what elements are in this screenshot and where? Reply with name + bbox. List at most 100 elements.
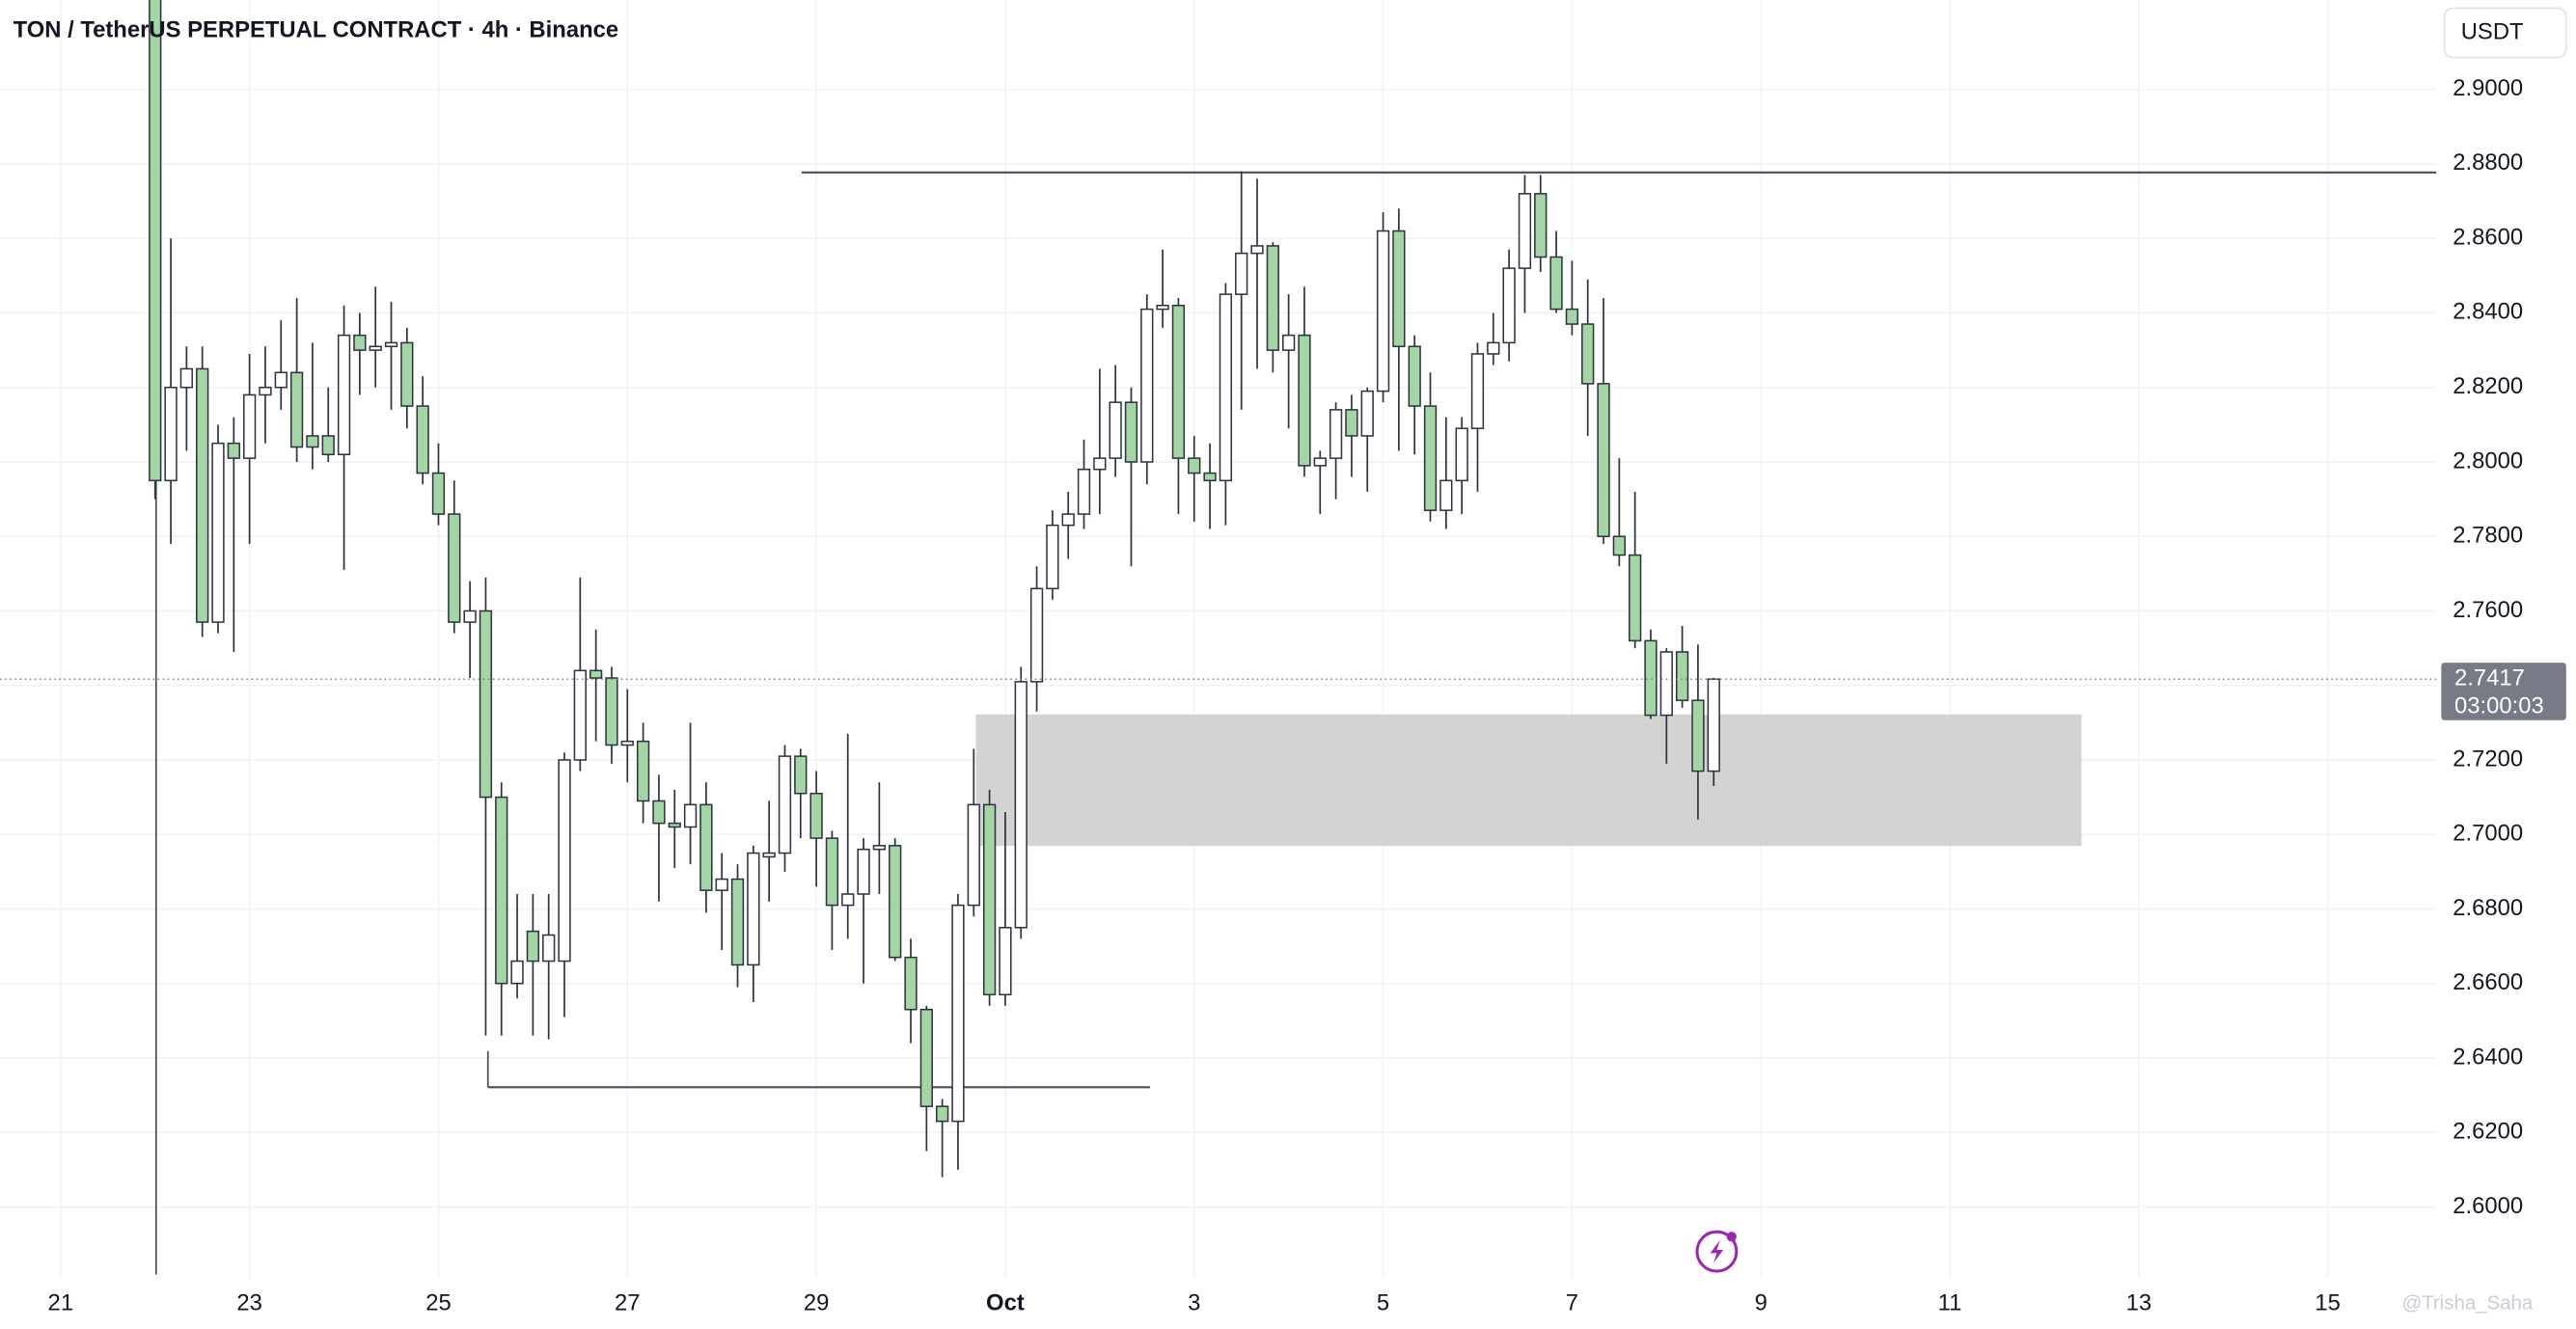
candle-body (668, 822, 681, 828)
candle-body (1691, 699, 1705, 773)
icon-bolt[interactable] (1710, 1239, 1724, 1263)
x-tick-label: 3 (1188, 1289, 1200, 1315)
candle-body (448, 513, 461, 623)
candle-body (1029, 587, 1044, 683)
axes: TON / TetherUS PERPETUAL CONTRACT · 4h ·… (0, 7, 2567, 1315)
candle-body (558, 759, 571, 963)
candle-body (794, 755, 808, 795)
candle-body (1046, 524, 1059, 590)
candle-body (982, 803, 997, 996)
y-tick-label: 2.6800 (2453, 895, 2523, 921)
watermark: @Trisha_Saha (2402, 1293, 2534, 1315)
candle-body (1298, 334, 1311, 467)
x-tick-label: 27 (615, 1289, 641, 1315)
candle-body (889, 845, 902, 959)
candle-body (936, 1105, 949, 1123)
candle-body (1392, 230, 1406, 347)
last-price-box (2441, 663, 2566, 720)
candle-body (306, 435, 319, 448)
candle-body (149, 0, 162, 482)
candle-body (384, 341, 398, 347)
candle-body (1171, 304, 1186, 459)
candle-body (872, 845, 887, 851)
zone-rectangle (975, 714, 2082, 847)
candle-body (1629, 554, 1642, 642)
y-tick-label: 2.8200 (2453, 373, 2523, 399)
y-tick-label: 2.9000 (2453, 75, 2523, 101)
y-tick-label: 2.7800 (2453, 523, 2523, 549)
candle-body (1235, 252, 1248, 295)
candle-body (463, 610, 477, 623)
y-tick-label: 2.8000 (2453, 448, 2523, 474)
candle-body (289, 371, 304, 448)
y-tick-label: 2.7600 (2453, 597, 2523, 623)
candle-body (353, 334, 367, 351)
candle-body (1470, 353, 1485, 429)
x-tick-label: 21 (48, 1289, 74, 1315)
candle-body (526, 930, 540, 963)
candle-body (1487, 341, 1500, 355)
lightning-icon[interactable] (1695, 1230, 1739, 1273)
candle-body (1250, 245, 1264, 255)
candle-body (1203, 472, 1217, 482)
candle-body (1439, 479, 1453, 511)
candle-body (841, 893, 855, 907)
candle-body (825, 837, 839, 907)
candle-body (164, 386, 178, 482)
candles (149, 0, 1720, 1178)
candle-body (337, 334, 351, 456)
candle-body (1518, 193, 1532, 269)
candle-body (636, 740, 650, 802)
x-tick-label: 13 (2126, 1289, 2152, 1315)
candle-body (1423, 405, 1438, 511)
candle-body (683, 803, 698, 828)
candle-body (1109, 401, 1122, 459)
icon-dot[interactable] (1726, 1232, 1737, 1242)
candle-body (999, 927, 1012, 996)
x-tick-label: 15 (2315, 1289, 2341, 1315)
candle-body (1612, 535, 1626, 556)
y-tick-label: 2.8600 (2453, 225, 2523, 251)
candle-body (1329, 409, 1343, 459)
candle-body (179, 367, 194, 389)
chart-title: TON / TetherUS PERPETUAL CONTRACT · 4h ·… (14, 17, 619, 43)
candle-body (1266, 245, 1279, 351)
candle-body (400, 341, 414, 407)
candle-body (573, 669, 587, 761)
candle-body (321, 435, 335, 456)
candle-body (1455, 427, 1468, 482)
candle-body (211, 442, 225, 623)
candle-body (1219, 293, 1233, 482)
candle-body (1061, 513, 1075, 527)
candle-body (1345, 409, 1358, 437)
x-tick-label: 25 (425, 1289, 452, 1315)
candle-body (510, 960, 524, 985)
candle-body (904, 956, 918, 1011)
candle-body (967, 803, 980, 907)
candle-body (479, 610, 493, 799)
candle-body (1093, 457, 1107, 471)
y-tick-label: 2.8400 (2453, 299, 2523, 325)
x-tick-label: Oct (986, 1289, 1025, 1315)
x-tick-label: 29 (804, 1289, 830, 1315)
candle-body (1376, 230, 1390, 393)
candle-body (274, 371, 288, 389)
y-tick-label: 2.6000 (2453, 1193, 2523, 1219)
currency-label[interactable]: USDT (2461, 18, 2524, 44)
candle-body (1140, 308, 1154, 463)
candle-body (1360, 390, 1374, 437)
x-tick-label: 9 (1755, 1289, 1768, 1315)
candle-body (620, 740, 634, 746)
candle-body (1675, 651, 1689, 701)
candle-body (1077, 468, 1091, 515)
candle-body (1282, 334, 1296, 351)
candle-body (1188, 457, 1201, 475)
candle-body (495, 796, 508, 985)
x-tick-label: 23 (236, 1289, 262, 1315)
candle-body (919, 1008, 933, 1107)
currency-button[interactable] (2443, 7, 2567, 59)
candle-body (416, 405, 429, 475)
